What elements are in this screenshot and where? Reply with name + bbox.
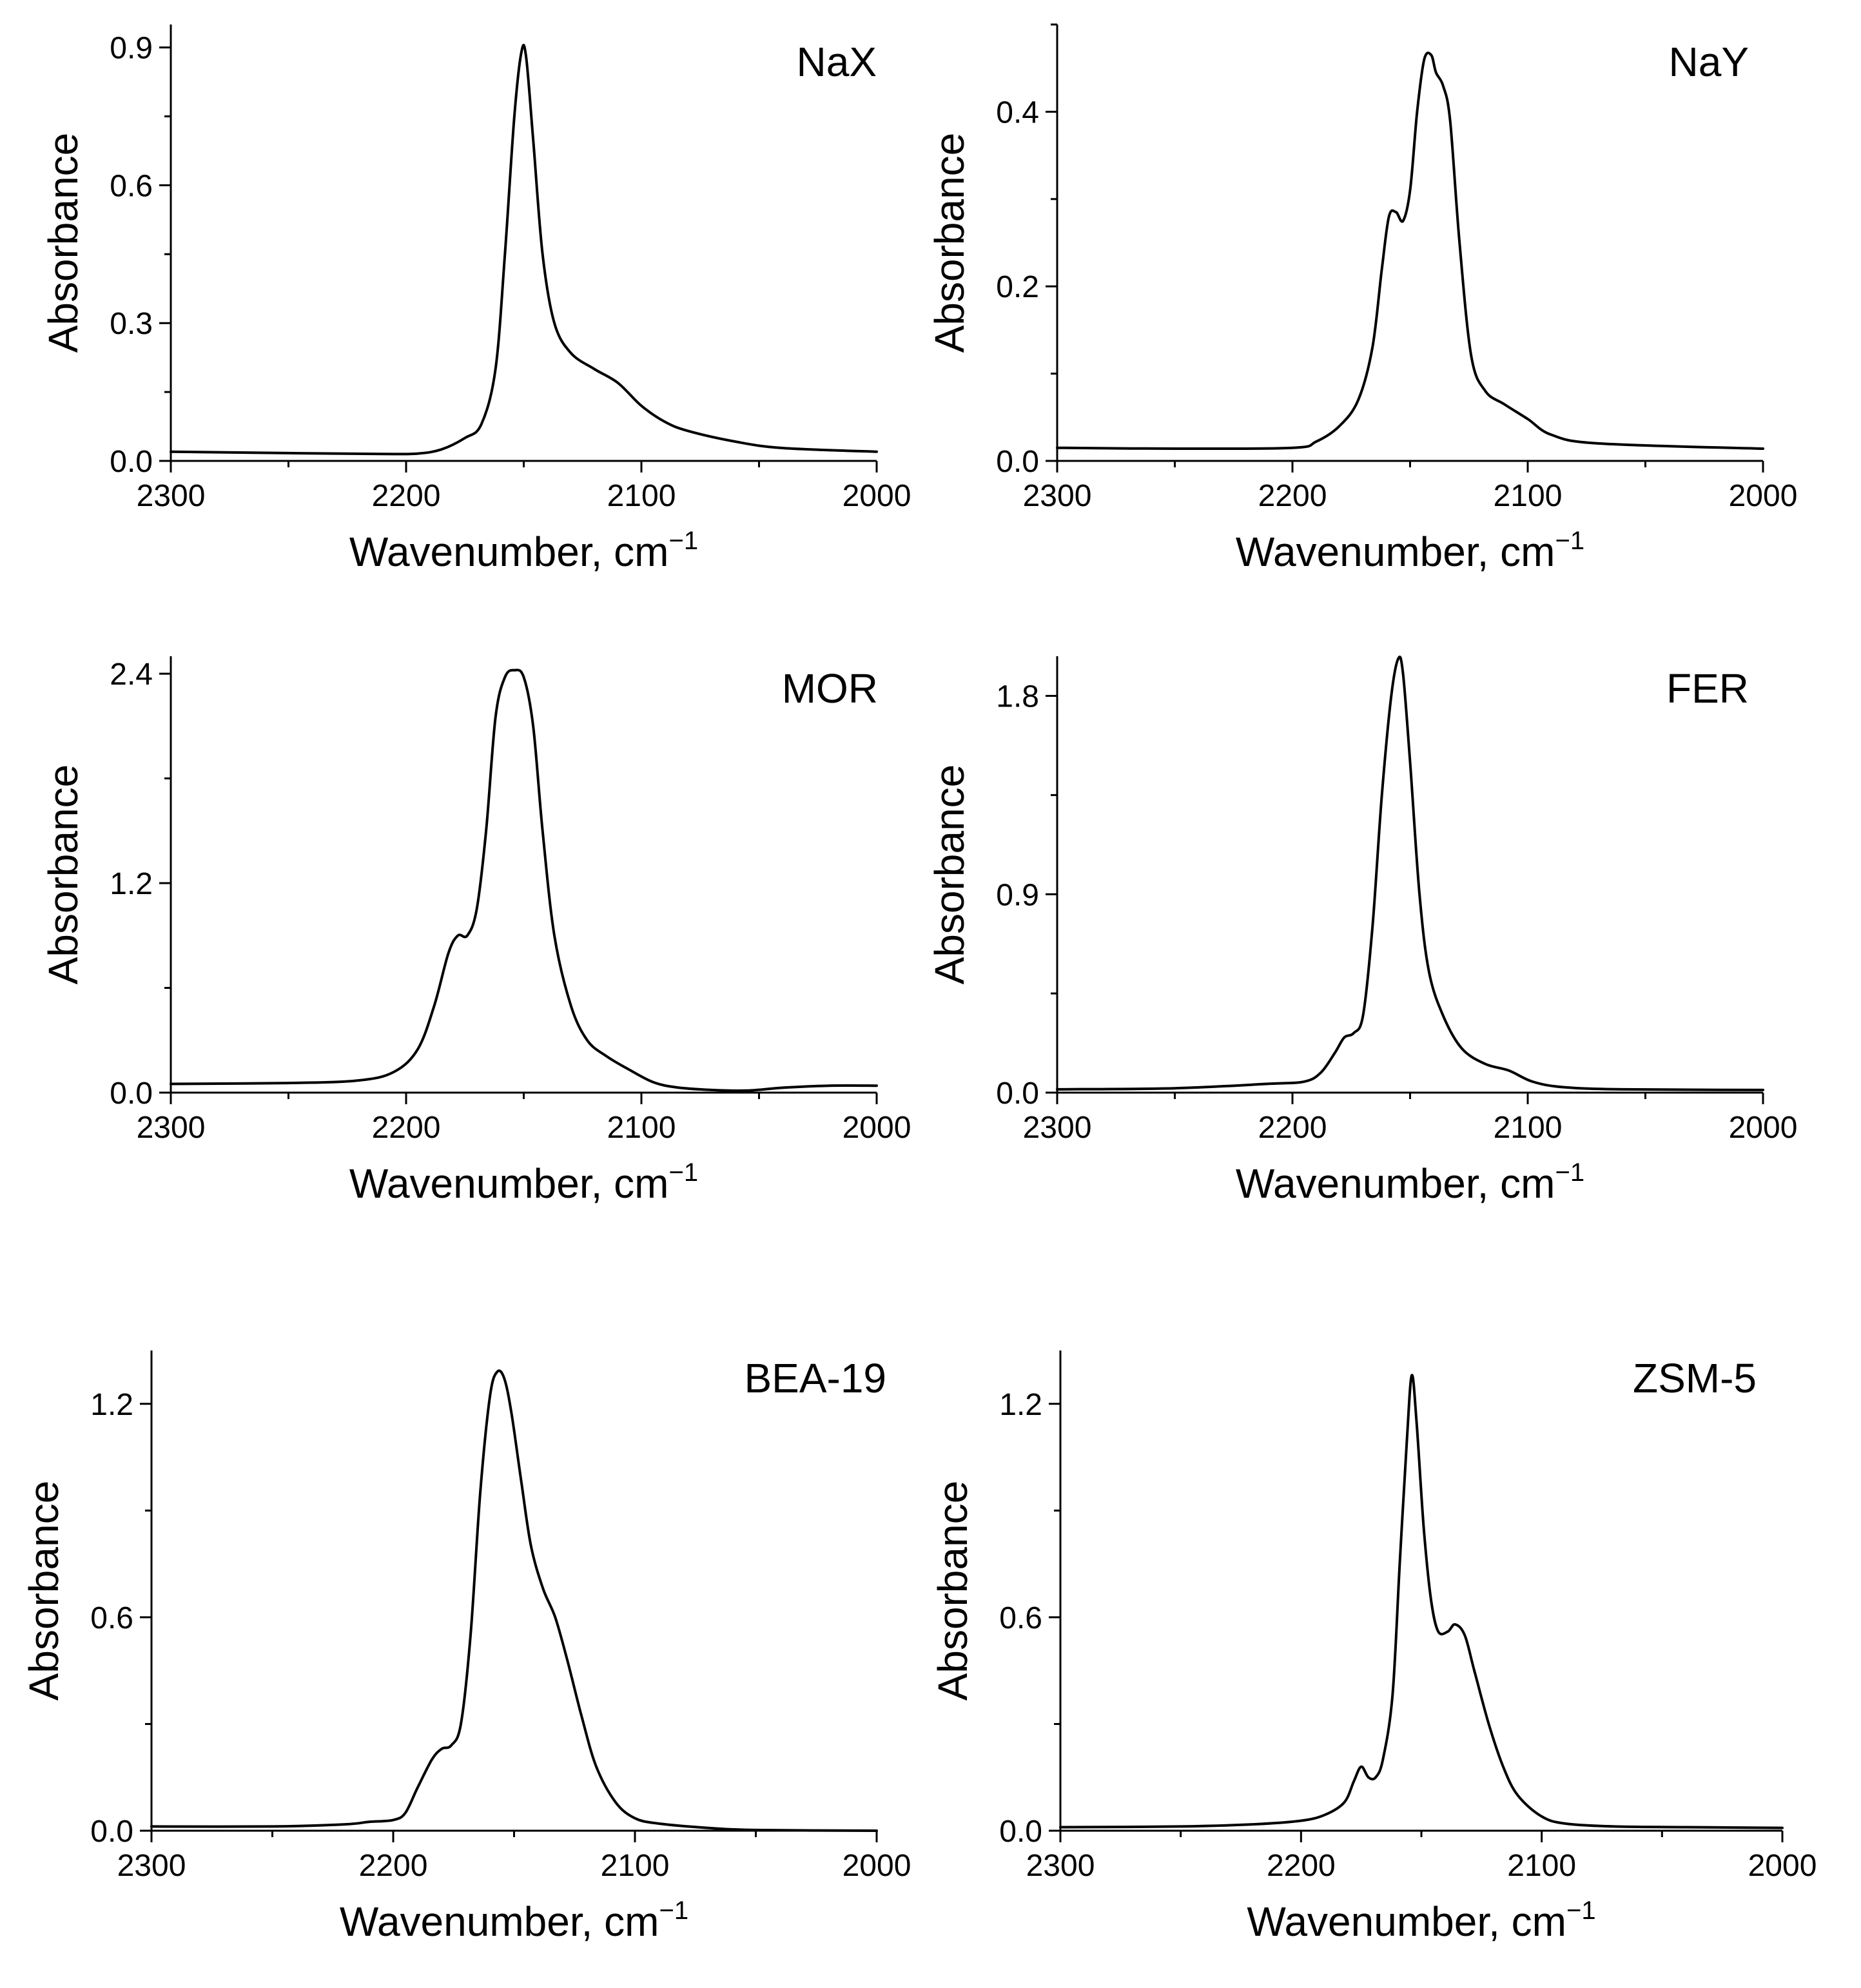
spectrum-line-zsm-5 <box>1059 1374 1784 1829</box>
x-axis-title: Wavenumber, cm−1 <box>340 1896 688 1945</box>
panel-nay: 2300 2200 2100 2000 0.0 0.2 0.4 Wavenumber, cm−… <box>926 23 1798 575</box>
x-axis-title: Wavenumber, cm−1 <box>1236 527 1584 575</box>
x-tick-label: 2300 <box>137 1111 206 1145</box>
x-tick-label: 2300 <box>1026 1849 1095 1883</box>
y-tick-label: 0.6 <box>110 169 153 203</box>
x-axis-title-superscript: −1 <box>1566 1896 1596 1925</box>
x-axis-title-superscript: −1 <box>1555 1158 1584 1187</box>
x-axis-title-text: Wavenumber, cm <box>1247 1898 1566 1945</box>
x-tick-label: 2300 <box>1023 479 1092 513</box>
panel-zsm-5: 2300 2200 2100 2000 0.0 0.6 1.2 Wavenumber, cm−… <box>930 1350 1817 1945</box>
y-tick-label: 0.0 <box>110 1077 153 1111</box>
x-tick-label: 2300 <box>137 479 206 513</box>
x-axis-title: Wavenumber, cm−1 <box>1236 1158 1584 1207</box>
y-tick-label: 0.0 <box>996 1077 1039 1111</box>
x-tick-label: 2000 <box>1729 479 1798 513</box>
x-axis-title: Wavenumber, cm−1 <box>349 1158 698 1207</box>
x-tick-label: 2300 <box>1023 1111 1092 1145</box>
sample-label: NaY <box>1669 39 1749 85</box>
panel-fer: 2300 2200 2100 2000 0.0 0.9 1.8 Wavenumber, cm−… <box>926 655 1798 1207</box>
sample-label: BEA-19 <box>744 1355 886 1401</box>
x-axis-title-text: Wavenumber, cm <box>340 1898 659 1945</box>
y-axis-title: Absorbance <box>930 1481 976 1701</box>
y-tick-label: 0.0 <box>996 445 1039 479</box>
y-tick-label: 0.6 <box>90 1601 133 1635</box>
x-tick-label: 2000 <box>843 479 911 513</box>
y-tick-label: 0.6 <box>999 1601 1042 1635</box>
sample-label: FER <box>1666 665 1749 712</box>
x-axis-title-superscript: −1 <box>668 1158 698 1187</box>
y-tick-label: 0.0 <box>999 1815 1042 1849</box>
x-tick-label: 2000 <box>1729 1111 1798 1145</box>
y-axis-title: Absorbance <box>926 133 973 353</box>
x-axis-title-text: Wavenumber, cm <box>349 1160 669 1207</box>
x-axis-title-text: Wavenumber, cm <box>1236 1160 1555 1207</box>
x-tick-label: 2100 <box>1494 1111 1563 1145</box>
x-tick-label: 2200 <box>1258 1111 1327 1145</box>
x-tick-label: 2100 <box>601 1849 670 1883</box>
spectrum-line-mor <box>170 668 878 1092</box>
x-tick-label: 2200 <box>1267 1849 1336 1883</box>
x-tick-label: 2200 <box>372 479 441 513</box>
spectrum-line-nay <box>1056 52 1764 451</box>
x-tick-label: 2000 <box>843 1849 911 1883</box>
y-tick-label: 0.2 <box>996 270 1039 304</box>
x-tick-label: 2300 <box>117 1849 186 1883</box>
y-axis-title: Absorbance <box>21 1481 67 1701</box>
y-tick-label: 1.8 <box>996 680 1039 714</box>
y-tick-label: 2.4 <box>110 658 153 692</box>
x-tick-label: 2200 <box>1258 479 1327 513</box>
x-axis-title-superscript: −1 <box>1555 527 1584 555</box>
panel-mor: 2300 2200 2100 2000 0.0 1.2 2.4 Wavenumber, cm−… <box>40 656 911 1207</box>
x-axis-title-superscript: −1 <box>668 527 698 555</box>
y-axis-title: Absorbance <box>40 765 86 985</box>
x-axis-title-superscript: −1 <box>659 1896 688 1925</box>
y-axis-title: Absorbance <box>926 765 973 985</box>
y-tick-label: 0.3 <box>110 307 153 341</box>
y-tick-label: 0.0 <box>110 445 153 479</box>
y-tick-label: 0.0 <box>90 1815 133 1849</box>
spectrum-line-fer <box>1056 655 1764 1091</box>
y-tick-label: 1.2 <box>110 867 153 901</box>
x-tick-label: 2100 <box>607 479 676 513</box>
x-axis-title: Wavenumber, cm−1 <box>349 527 698 575</box>
spectrum-line-nax <box>170 44 878 456</box>
x-tick-label: 2100 <box>1507 1849 1576 1883</box>
x-tick-label: 2100 <box>1494 479 1563 513</box>
y-tick-label: 0.9 <box>110 32 153 66</box>
sample-label: NaX <box>797 39 877 85</box>
y-tick-label: 1.2 <box>90 1388 133 1422</box>
y-tick-label: 0.9 <box>996 878 1039 912</box>
sample-label: MOR <box>782 665 878 712</box>
x-tick-label: 2200 <box>372 1111 441 1145</box>
y-tick-label: 1.2 <box>999 1388 1042 1422</box>
x-tick-label: 2000 <box>1748 1849 1817 1883</box>
x-axis-title-text: Wavenumber, cm <box>1236 529 1555 575</box>
panel-bea-19: 2300 2200 2100 2000 0.0 0.6 1.2 Wavenumber, cm−… <box>21 1350 911 1945</box>
y-tick-label: 0.4 <box>996 95 1039 130</box>
x-tick-label: 2000 <box>843 1111 911 1145</box>
panel-nax: 2300 2200 2100 2000 0.0 0.3 0.6 0.9 Wavenumber, … <box>40 24 911 575</box>
y-axis-title: Absorbance <box>40 133 86 353</box>
x-tick-label: 2200 <box>359 1849 428 1883</box>
x-tick-label: 2100 <box>607 1111 676 1145</box>
x-axis-title: Wavenumber, cm−1 <box>1247 1896 1595 1945</box>
x-axis-title-text: Wavenumber, cm <box>349 529 669 575</box>
spectrum-line-bea-19 <box>150 1369 878 1832</box>
sample-label: ZSM-5 <box>1633 1355 1757 1401</box>
